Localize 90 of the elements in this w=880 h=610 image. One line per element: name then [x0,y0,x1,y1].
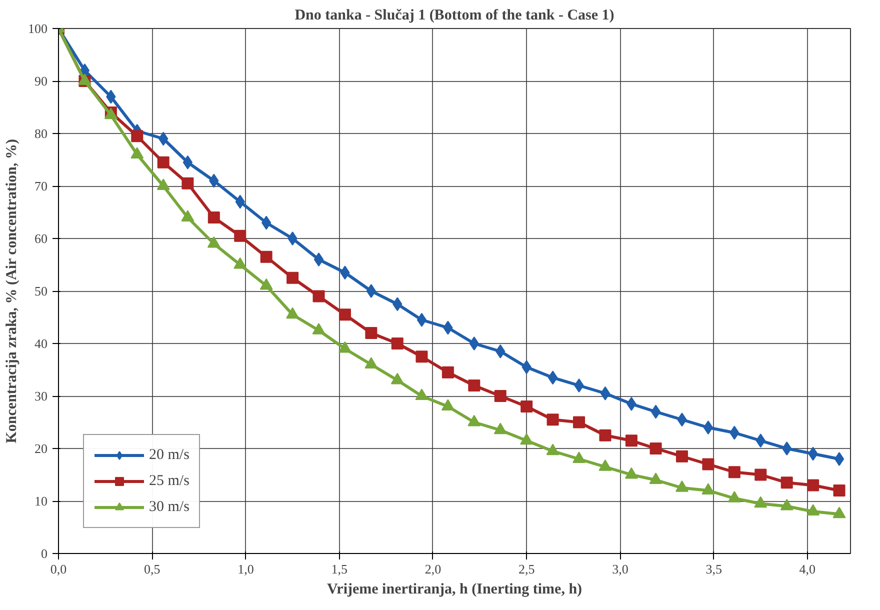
point [754,468,767,481]
point [260,250,272,263]
point [416,350,428,363]
point [833,484,846,496]
point [286,307,300,319]
point [391,338,404,350]
point [598,459,612,471]
point [728,466,740,478]
y-tick-label: 70 [34,178,48,194]
x-tick-label: 2,0 [424,562,442,576]
point [548,370,558,385]
x-tick-label: 3,0 [612,562,628,576]
y-tick-label: 40 [34,336,48,351]
x-tick-label: 0,0 [50,562,67,576]
y-tick-label: 90 [34,74,48,88]
point [728,490,741,502]
point [573,416,586,428]
point [782,442,792,456]
point [780,476,793,489]
point [834,452,844,466]
y-tick-label: 10 [34,494,48,508]
point [442,366,454,378]
point [600,386,610,400]
y-tick-label: 0 [41,546,48,561]
point [702,483,715,494]
legend-label: 20 m/s [149,446,190,464]
point [703,420,714,434]
legend-label: 30 m/s [149,498,190,516]
x-axis-title: Vrijeme inertiranja, h (Inerting time, h) [326,582,582,598]
point [364,357,378,368]
x-tick-label: 4,0 [799,562,816,576]
x-tick-label: 1,0 [238,562,254,576]
y-tick-label: 80 [34,126,48,141]
point [520,400,533,412]
point [234,230,246,242]
point [365,327,378,339]
y-axis-title: Koncentracija zraka, % (Air concentration, %) [4,139,20,444]
point [441,399,454,410]
point [832,506,846,518]
y-tick-label: 100 [28,21,48,36]
point [676,450,688,462]
x-tick-label: 2,5 [518,562,535,576]
legend-label: 25 m/s [149,472,190,490]
point [754,496,768,508]
y-tick-label: 50 [34,284,48,298]
point [366,284,376,298]
point [546,444,560,456]
point [131,130,144,142]
point [416,312,427,327]
point [390,372,404,384]
point [314,252,324,266]
x-tick-label: 1,5 [331,562,348,576]
point [469,336,479,350]
point [650,404,661,419]
point [675,480,688,492]
point [312,290,325,302]
x-tick-label: 0,5 [144,562,160,576]
point [572,452,586,463]
point [520,433,534,445]
point [288,232,298,246]
y-tick-label: 30 [34,388,48,404]
point [468,414,481,426]
point [807,479,820,492]
point [574,378,584,392]
point [494,422,507,434]
point [806,504,820,516]
y-tick-label: 20 [34,441,48,456]
y-tick-label: 60 [34,231,48,246]
chart-title: Dno tanka - Slučaj 1 (Bottom of the tank - Case 1) [294,8,614,24]
point [338,308,351,321]
point [494,390,506,402]
point [599,429,612,442]
point [208,212,220,224]
point [650,442,662,454]
point [468,380,480,392]
point [649,472,662,484]
x-tick-label: 3,5 [706,562,722,576]
point [182,155,193,170]
point [546,414,559,426]
point [624,467,638,479]
point [415,388,428,400]
point [157,156,170,168]
point [260,278,273,290]
point [286,272,299,284]
point [182,177,194,190]
point [625,434,638,447]
point [338,341,352,353]
point [261,216,272,230]
point [780,498,794,510]
point [702,458,714,470]
